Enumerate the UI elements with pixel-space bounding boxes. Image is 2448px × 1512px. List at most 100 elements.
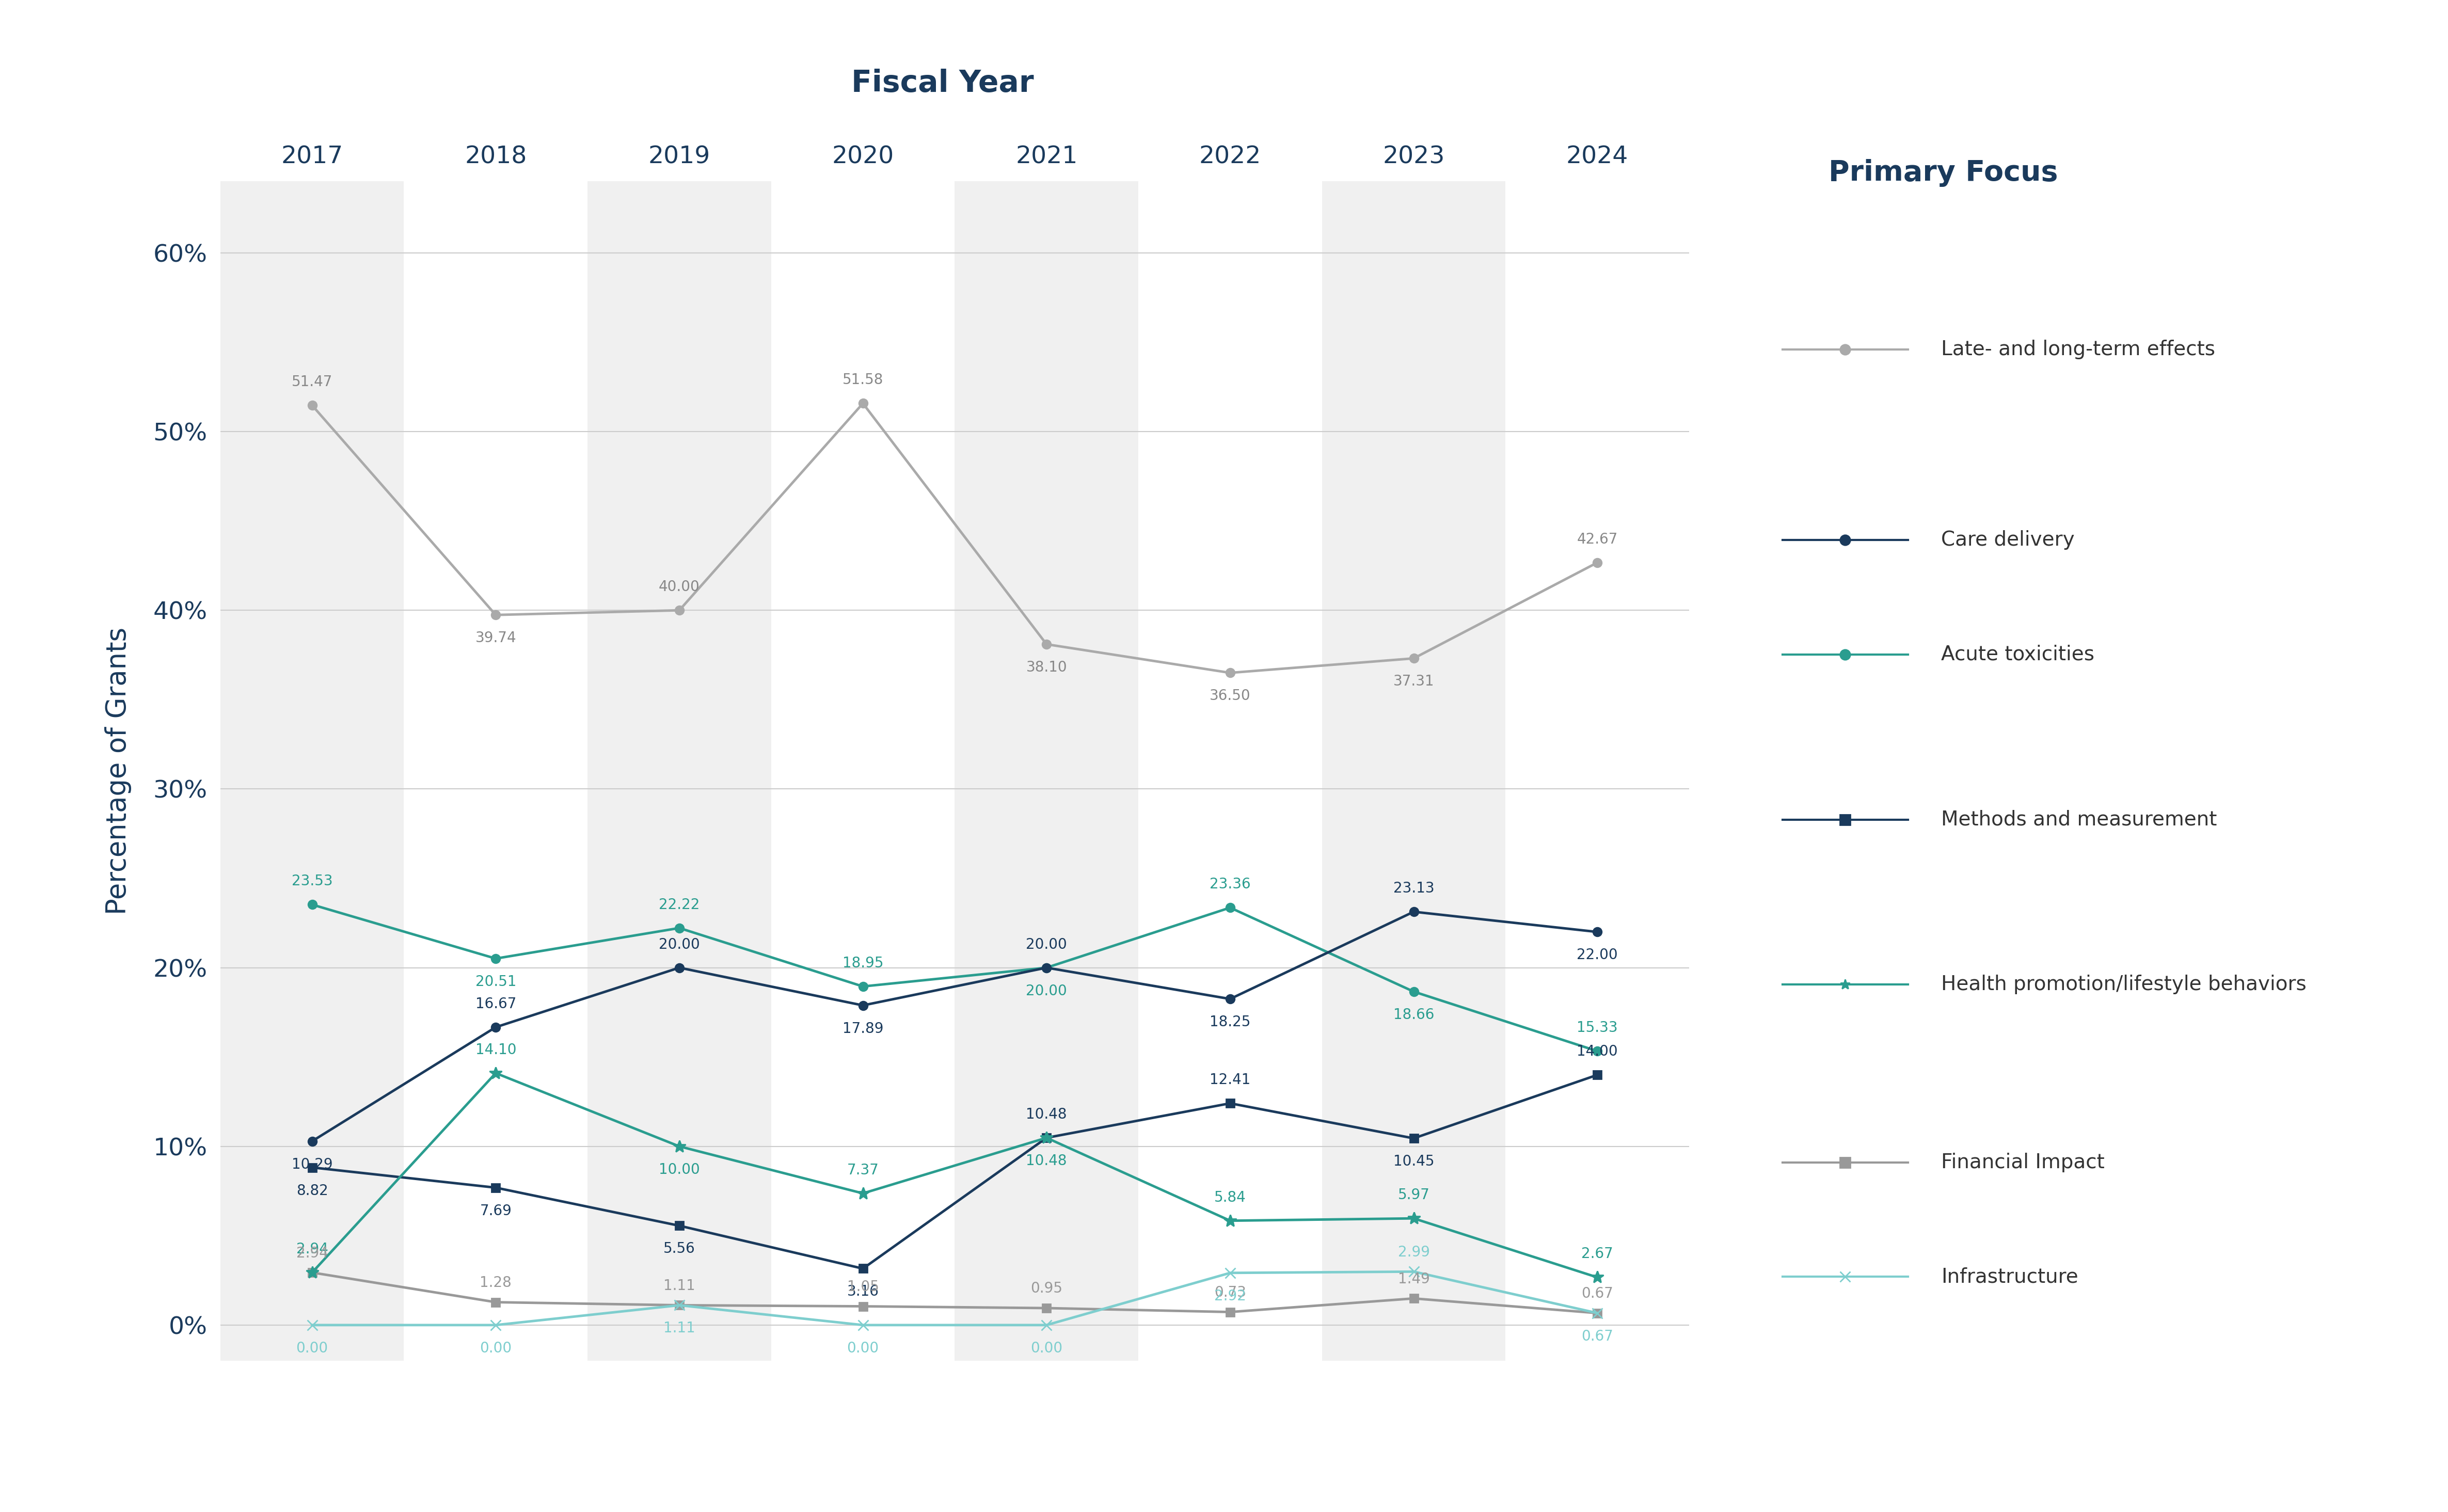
- Text: 1.28: 1.28: [480, 1276, 512, 1290]
- Text: 0.00: 0.00: [847, 1341, 879, 1356]
- Care delivery: [1581, 922, 1611, 940]
- Late- and long-term effects: [847, 395, 876, 413]
- Text: 37.31: 37.31: [1393, 674, 1435, 689]
- Text: 42.67: 42.67: [1577, 532, 1618, 546]
- Financial Impact: [1398, 1290, 1427, 1308]
- Infrastructure: [847, 1315, 876, 1334]
- Text: 0.95: 0.95: [1031, 1282, 1062, 1296]
- Text: 22.00: 22.00: [1577, 948, 1618, 963]
- Text: 1.11: 1.11: [663, 1279, 695, 1293]
- Methods and measurement: [847, 1259, 876, 1278]
- Bar: [588, 181, 771, 1361]
- Text: 18.95: 18.95: [842, 956, 884, 971]
- Health promotion/lifestyle behaviors: [1214, 1211, 1244, 1229]
- Text: 7.69: 7.69: [480, 1204, 512, 1219]
- Text: Primary Focus: Primary Focus: [1829, 159, 2059, 187]
- Financial Impact: [847, 1297, 876, 1315]
- Late- and long-term effects: [1033, 635, 1062, 653]
- Text: 20.00: 20.00: [659, 937, 700, 951]
- Infrastructure: [1398, 1263, 1427, 1281]
- Late- and long-term effects: [1214, 664, 1244, 682]
- Infrastructure: [1033, 1315, 1062, 1334]
- Bar: [955, 181, 1138, 1361]
- Text: 0.67: 0.67: [1581, 1287, 1613, 1300]
- Text: Acute toxicities: Acute toxicities: [1941, 644, 2095, 664]
- Line: Late- and long-term effects: Late- and long-term effects: [308, 399, 1601, 677]
- Text: Care delivery: Care delivery: [1941, 531, 2073, 550]
- Text: 2.92: 2.92: [1214, 1288, 1246, 1303]
- Health promotion/lifestyle behaviors: [1581, 1269, 1611, 1287]
- Text: 2.94: 2.94: [296, 1246, 328, 1261]
- Line: Health promotion/lifestyle behaviors: Health promotion/lifestyle behaviors: [306, 1066, 1603, 1284]
- Care delivery: [847, 996, 876, 1015]
- Text: 20.00: 20.00: [1026, 937, 1067, 951]
- Text: 14.10: 14.10: [475, 1043, 517, 1057]
- Text: 20.51: 20.51: [475, 975, 517, 989]
- Financial Impact: [1581, 1303, 1611, 1321]
- Methods and measurement: [1581, 1066, 1611, 1084]
- Text: 16.67: 16.67: [475, 996, 517, 1012]
- Text: 2.94: 2.94: [296, 1241, 328, 1256]
- Health promotion/lifestyle behaviors: [1398, 1210, 1427, 1228]
- Line: Methods and measurement: Methods and measurement: [308, 1070, 1601, 1273]
- Text: 23.13: 23.13: [1393, 881, 1435, 895]
- Text: 12.41: 12.41: [1209, 1074, 1251, 1087]
- Line: Acute toxicities: Acute toxicities: [308, 900, 1601, 1055]
- Text: 10.48: 10.48: [1026, 1107, 1067, 1122]
- Financial Impact: [1033, 1299, 1062, 1317]
- Text: 51.47: 51.47: [291, 375, 333, 389]
- Late- and long-term effects: [663, 602, 695, 620]
- Health promotion/lifestyle behaviors: [663, 1137, 695, 1155]
- Text: 0.73: 0.73: [1214, 1285, 1246, 1300]
- Acute toxicities: [1214, 898, 1244, 916]
- Text: 51.58: 51.58: [842, 373, 884, 387]
- Text: 5.56: 5.56: [663, 1241, 695, 1256]
- Text: 7.37: 7.37: [847, 1163, 879, 1178]
- Text: 1.05: 1.05: [847, 1279, 879, 1294]
- Health promotion/lifestyle behaviors: [847, 1184, 876, 1202]
- Care delivery: [663, 959, 695, 977]
- Text: Methods and measurement: Methods and measurement: [1941, 810, 2218, 829]
- Text: 18.66: 18.66: [1393, 1007, 1435, 1022]
- Text: 39.74: 39.74: [475, 631, 517, 646]
- Care delivery: [480, 1018, 509, 1036]
- Acute toxicities: [847, 977, 876, 995]
- Acute toxicities: [480, 950, 509, 968]
- Line: Infrastructure: Infrastructure: [306, 1267, 1603, 1331]
- Care delivery: [1033, 959, 1062, 977]
- Text: 10.45: 10.45: [1393, 1154, 1435, 1169]
- Text: 5.97: 5.97: [1398, 1188, 1430, 1202]
- Text: Fiscal Year: Fiscal Year: [852, 70, 1033, 98]
- Text: 23.36: 23.36: [1209, 877, 1251, 892]
- Health promotion/lifestyle behaviors: [299, 1264, 328, 1282]
- Acute toxicities: [663, 919, 695, 937]
- Text: 36.50: 36.50: [1209, 689, 1251, 703]
- Infrastructure: [1581, 1303, 1611, 1321]
- Line: Financial Impact: Financial Impact: [308, 1269, 1601, 1317]
- Text: 17.89: 17.89: [842, 1022, 884, 1036]
- Text: 40.00: 40.00: [659, 579, 700, 594]
- Methods and measurement: [663, 1217, 695, 1235]
- Infrastructure: [299, 1315, 328, 1334]
- Line: Care delivery: Care delivery: [308, 907, 1601, 1146]
- Infrastructure: [663, 1296, 695, 1314]
- Text: 1.11: 1.11: [663, 1321, 695, 1335]
- Methods and measurement: [1398, 1129, 1427, 1148]
- Acute toxicities: [1398, 983, 1427, 1001]
- Text: 3.16: 3.16: [847, 1285, 879, 1299]
- Care delivery: [299, 1132, 328, 1151]
- Text: 38.10: 38.10: [1026, 661, 1067, 674]
- Text: 18.25: 18.25: [1209, 1015, 1251, 1030]
- Methods and measurement: [1214, 1095, 1244, 1113]
- Text: 10.48: 10.48: [1026, 1154, 1067, 1169]
- Care delivery: [1214, 990, 1244, 1009]
- Text: 2.99: 2.99: [1398, 1244, 1430, 1259]
- Infrastructure: [1214, 1264, 1244, 1282]
- Late- and long-term effects: [299, 396, 328, 414]
- Text: 10.00: 10.00: [659, 1163, 700, 1176]
- Text: 22.22: 22.22: [659, 898, 700, 912]
- Text: Health promotion/lifestyle behaviors: Health promotion/lifestyle behaviors: [1941, 975, 2306, 995]
- Text: 8.82: 8.82: [296, 1184, 328, 1198]
- Text: 1.49: 1.49: [1398, 1272, 1430, 1287]
- Text: Financial Impact: Financial Impact: [1941, 1152, 2105, 1172]
